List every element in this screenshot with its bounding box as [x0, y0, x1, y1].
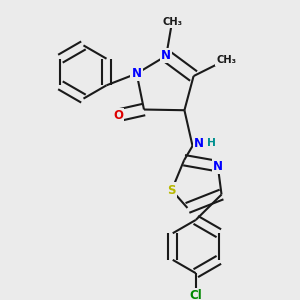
Text: CH₃: CH₃: [162, 17, 182, 27]
Text: N: N: [213, 160, 223, 173]
Text: CH₃: CH₃: [216, 55, 236, 65]
Text: H: H: [207, 138, 216, 148]
Text: N: N: [161, 49, 171, 62]
Text: Cl: Cl: [189, 289, 202, 300]
Text: N: N: [194, 137, 204, 150]
Text: N: N: [132, 67, 142, 80]
Text: S: S: [167, 184, 176, 196]
Text: O: O: [113, 109, 123, 122]
